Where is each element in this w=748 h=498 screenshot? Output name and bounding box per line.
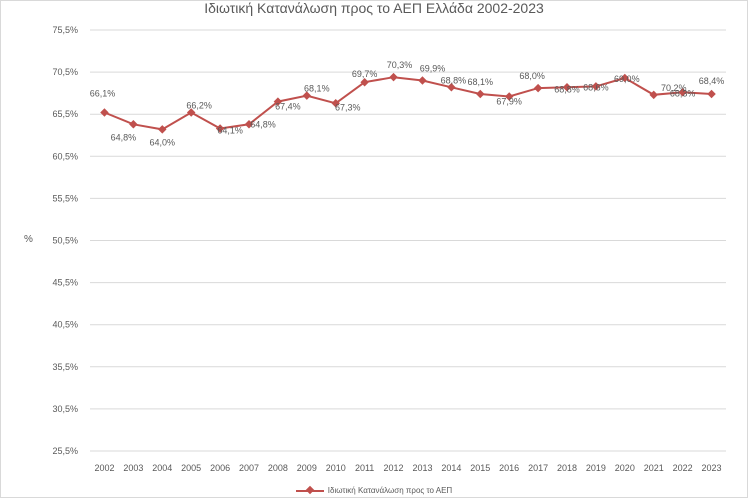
data-point <box>476 89 485 99</box>
data-label: 64,1% <box>217 126 243 136</box>
data-label: 67,4% <box>275 102 301 112</box>
x-tick-label: 2020 <box>615 463 635 473</box>
data-point <box>273 97 283 106</box>
x-tick-label: 2011 <box>355 463 374 473</box>
y-tick-label: 35,5% <box>52 362 78 372</box>
x-tick-label: 2002 <box>94 463 114 473</box>
data-point <box>129 120 138 129</box>
data-point <box>447 83 456 92</box>
data-point <box>707 89 716 99</box>
x-tick-label: 2015 <box>470 463 490 473</box>
x-tick-label: 2008 <box>268 463 288 473</box>
x-tick-label: 2016 <box>499 463 519 473</box>
data-label: 68,4% <box>699 76 725 86</box>
y-tick-label: 55,5% <box>52 193 78 203</box>
data-label: 68,8% <box>441 75 467 85</box>
data-label: 67,9% <box>496 97 522 107</box>
x-tick-label: 2017 <box>528 463 548 473</box>
data-point <box>533 83 543 93</box>
data-label: 66,2% <box>186 101 212 111</box>
y-axis-label: % <box>24 234 33 245</box>
data-label: 69,0% <box>614 74 640 84</box>
data-point <box>302 91 312 100</box>
y-tick-label: 70,5% <box>52 67 78 77</box>
data-label: 64,0% <box>150 137 176 147</box>
y-tick-label: 40,5% <box>52 320 78 330</box>
y-tick-label: 75,5% <box>52 25 78 35</box>
y-tick-label: 45,5% <box>52 278 78 288</box>
data-label: 70,3% <box>387 60 413 70</box>
x-tick-label: 2013 <box>412 463 432 473</box>
data-point <box>244 120 254 129</box>
data-point <box>215 124 225 133</box>
x-tick-label: 2007 <box>239 463 259 473</box>
data-point <box>418 76 427 85</box>
y-tick-label: 30,5% <box>52 404 78 414</box>
data-label: 68,3% <box>670 88 696 98</box>
data-label: 70,2% <box>661 83 687 93</box>
data-label: 68,6% <box>583 82 609 92</box>
chart-title: Ιδιωτική Κατανάλωση προς το ΑΕΠ Ελλάδα 2… <box>204 0 544 16</box>
data-label: 67,3% <box>335 102 361 112</box>
y-tick-label: 60,5% <box>52 151 78 161</box>
data-label: 68,1% <box>304 84 330 94</box>
legend-swatch <box>295 489 324 492</box>
y-tick-label: 50,5% <box>52 236 78 246</box>
data-label: 69,7% <box>352 69 378 79</box>
data-point <box>331 99 340 108</box>
x-tick-label: 2004 <box>152 463 172 473</box>
data-point <box>100 108 109 117</box>
data-label: 66,1% <box>90 89 116 99</box>
x-tick-label: 2021 <box>644 463 664 473</box>
y-tick-label: 25,5% <box>52 446 78 456</box>
data-label: 64,8% <box>250 119 276 129</box>
x-tick-label: 2003 <box>123 463 143 473</box>
data-label: 68,8% <box>554 84 580 94</box>
data-point <box>389 72 398 82</box>
x-tick-label: 2014 <box>441 463 461 473</box>
data-point <box>360 77 369 87</box>
data-point <box>186 108 196 117</box>
data-point <box>504 92 514 101</box>
data-label: 68,0% <box>519 71 545 81</box>
x-tick-label: 2010 <box>326 463 346 473</box>
x-tick-label: 2022 <box>673 463 693 473</box>
x-tick-label: 2009 <box>297 463 317 473</box>
data-label: 69,9% <box>420 64 446 74</box>
x-tick-label: 2019 <box>586 463 606 473</box>
x-tick-label: 2005 <box>181 463 201 473</box>
legend: Ιδιωτική Κατανάλωση προς το ΑΕΠ <box>0 486 748 495</box>
x-tick-label: 2012 <box>384 463 404 473</box>
x-tick-label: 2006 <box>210 463 230 473</box>
y-tick-label: 65,5% <box>52 109 78 119</box>
x-tick-label: 2023 <box>702 463 722 473</box>
data-point <box>158 125 167 134</box>
data-label: 68,1% <box>468 77 494 87</box>
series-line <box>104 76 712 131</box>
data-point <box>649 90 658 100</box>
x-tick-label: 2018 <box>557 463 577 473</box>
legend-label: Ιδιωτική Κατανάλωση προς το ΑΕΠ <box>327 486 453 495</box>
data-label: 64,8% <box>111 132 137 142</box>
